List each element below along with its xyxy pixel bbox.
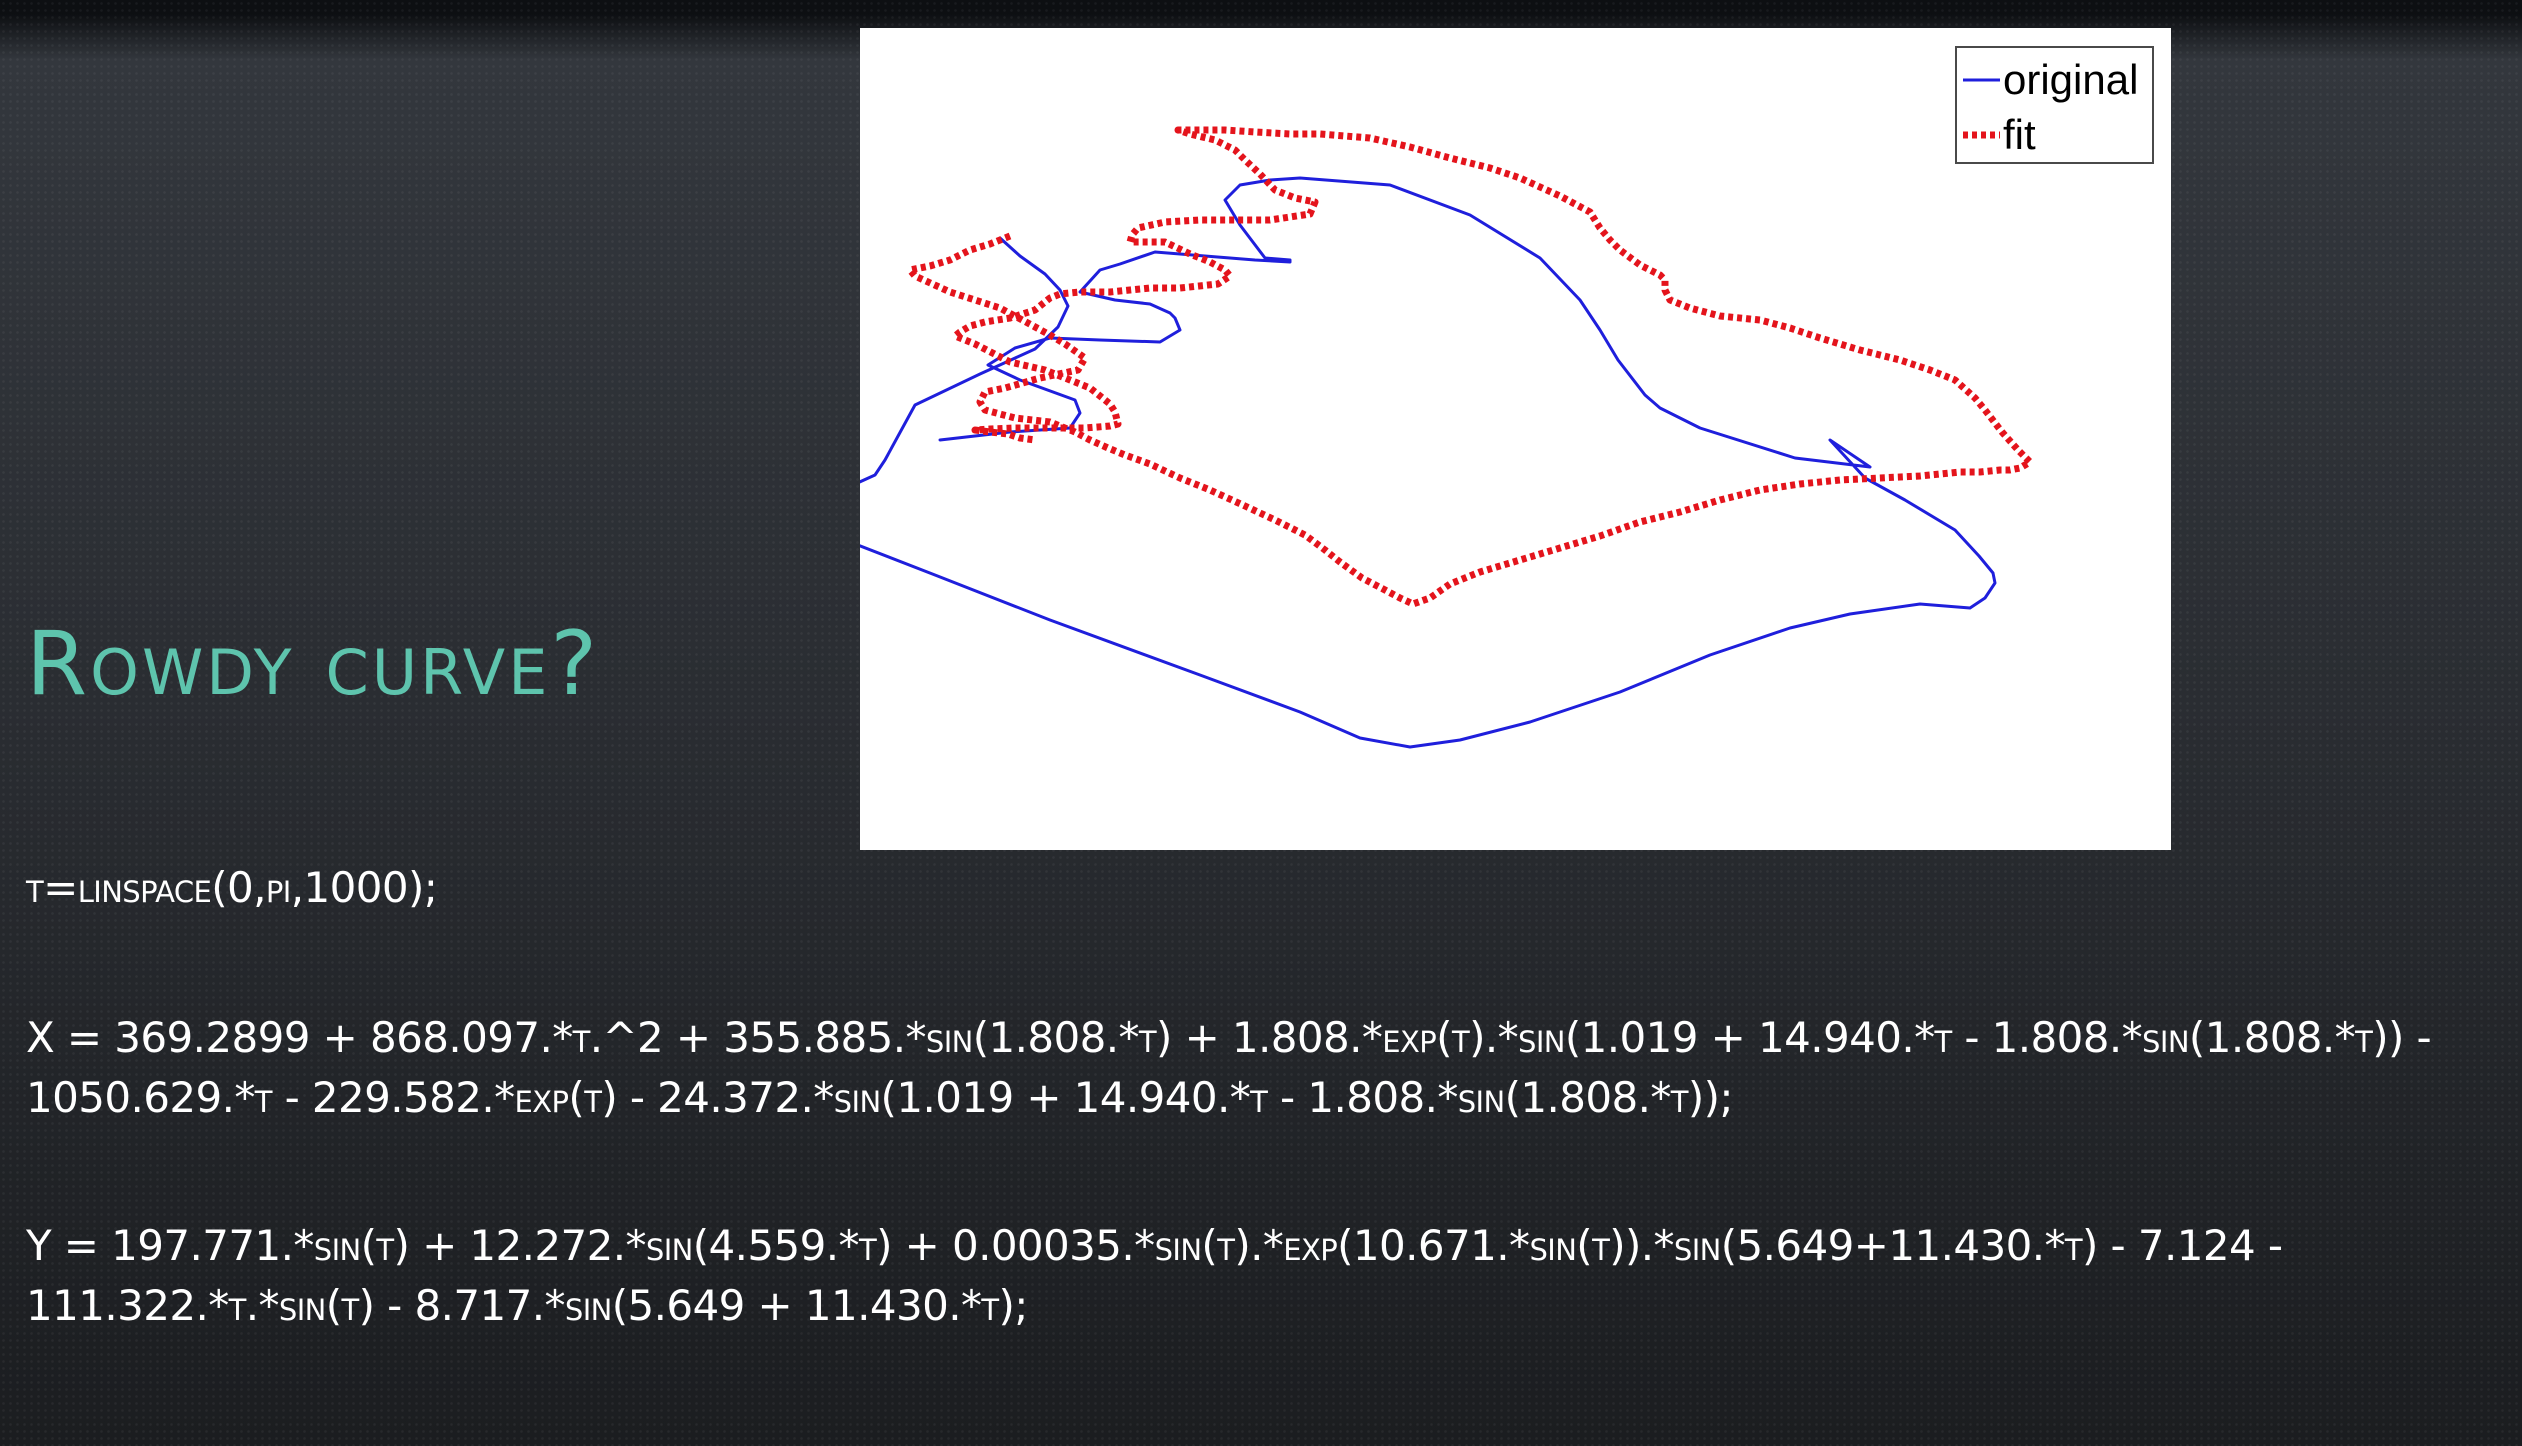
series-fit-line (906, 126, 2034, 608)
series-layer (860, 126, 2034, 749)
code-line-y-part2: 111.322.*t.*sin(t) - 8.717.*sin(5.649 + … (26, 1281, 1028, 1330)
legend-label-original: original (2003, 56, 2138, 103)
code-line-t: t=linspace(0,pi,1000); (26, 863, 438, 912)
legend-label-fit: fit (2003, 111, 2036, 158)
code-line-y-part1: Y = 197.771.*sin(t) + 12.272.*sin(4.559.… (26, 1221, 2283, 1270)
curve-chart: original fit (860, 46, 2154, 749)
legend-box (1955, 46, 2154, 164)
code-line-x-part2: 1050.629.*t - 229.582.*exp(t) - 24.372.*… (26, 1073, 1734, 1122)
code-line-x-part1: X = 369.2899 + 868.097.*t.^2 + 355.885.*… (26, 1013, 2432, 1062)
series-original-line (860, 176, 1997, 749)
chart-panel: original fit (860, 28, 2171, 850)
legend: original fit (1955, 46, 2154, 164)
slide-title: Rowdy curve? (26, 612, 601, 715)
